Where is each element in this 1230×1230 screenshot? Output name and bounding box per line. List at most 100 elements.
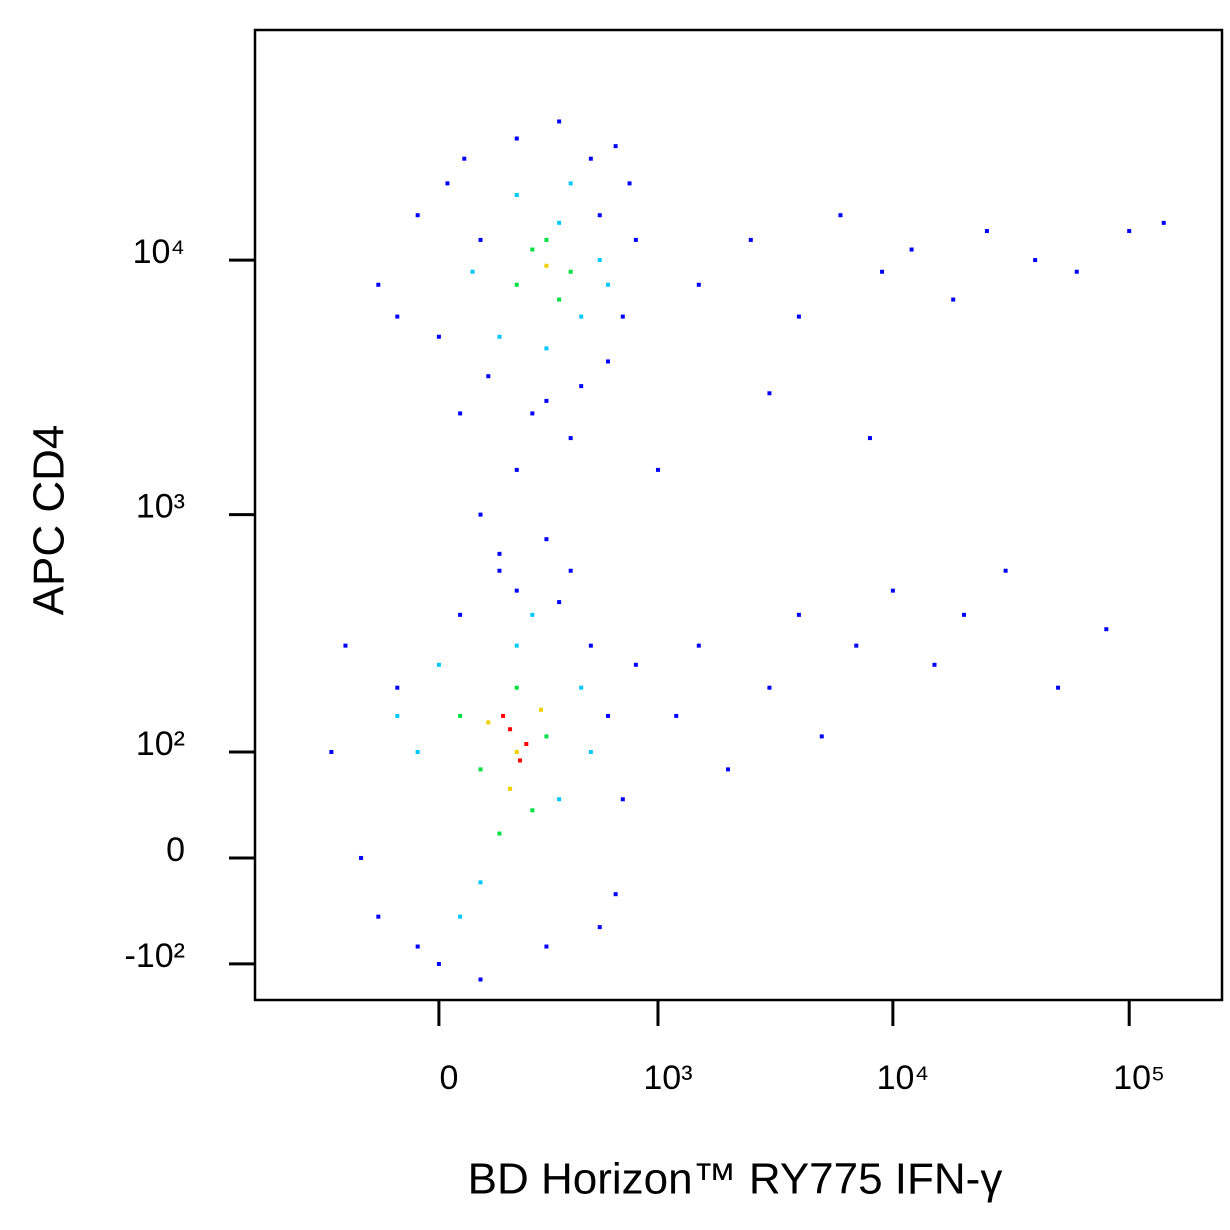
point <box>1033 258 1038 263</box>
point <box>514 749 519 754</box>
x-tick-label: 10⁵ <box>1113 1059 1165 1097</box>
point <box>613 144 618 149</box>
point <box>415 213 420 218</box>
y-tick-label: -10² <box>125 937 185 975</box>
point <box>568 568 573 573</box>
point <box>1056 685 1061 690</box>
point <box>544 537 549 542</box>
point <box>984 229 989 234</box>
point <box>557 600 562 605</box>
point <box>415 944 420 949</box>
point <box>932 662 937 667</box>
point <box>557 220 562 225</box>
point <box>497 334 502 339</box>
point <box>508 727 513 732</box>
point <box>376 914 381 919</box>
point <box>767 685 772 690</box>
point <box>605 359 610 364</box>
point <box>478 767 483 772</box>
point <box>605 713 610 718</box>
point <box>376 282 381 287</box>
point <box>588 156 593 161</box>
point <box>696 643 701 648</box>
point <box>627 181 632 186</box>
point <box>1127 229 1132 234</box>
point <box>579 685 584 690</box>
point <box>767 391 772 396</box>
y-tick-label: 0 <box>166 831 185 869</box>
point <box>462 156 467 161</box>
point <box>538 707 543 712</box>
point <box>1074 269 1079 274</box>
point <box>436 961 441 966</box>
point <box>497 551 502 556</box>
point <box>951 297 956 302</box>
point <box>796 612 801 617</box>
point <box>605 282 610 287</box>
point <box>436 334 441 339</box>
point <box>588 643 593 648</box>
point <box>588 749 593 754</box>
point <box>478 512 483 517</box>
point <box>597 258 602 263</box>
point <box>514 643 519 648</box>
x-tick-label: 0 <box>439 1059 458 1097</box>
point <box>633 237 638 242</box>
point <box>613 892 618 897</box>
point <box>478 977 483 982</box>
point <box>445 181 450 186</box>
point <box>655 467 660 472</box>
point <box>514 136 519 141</box>
point <box>620 314 625 319</box>
point <box>568 181 573 186</box>
point <box>880 269 885 274</box>
point <box>478 880 483 885</box>
point <box>544 346 549 351</box>
point <box>530 247 535 252</box>
point <box>514 282 519 287</box>
point <box>544 237 549 242</box>
point <box>436 662 441 667</box>
point <box>486 374 491 379</box>
point <box>726 767 731 772</box>
point <box>568 436 573 441</box>
point <box>674 713 679 718</box>
point <box>497 831 502 836</box>
point <box>557 297 562 302</box>
y-axis-title: APC CD4 <box>25 425 74 616</box>
point <box>620 797 625 802</box>
point <box>696 282 701 287</box>
point <box>395 713 400 718</box>
point <box>530 612 535 617</box>
point <box>518 758 523 763</box>
point <box>867 436 872 441</box>
y-tick-label: 10³ <box>136 488 185 526</box>
point <box>470 269 475 274</box>
point <box>514 588 519 593</box>
point <box>597 925 602 930</box>
point <box>395 685 400 690</box>
point <box>458 411 463 416</box>
point <box>557 119 562 124</box>
plot-frame <box>253 28 1224 1002</box>
point <box>796 314 801 319</box>
point <box>486 720 491 725</box>
point <box>544 734 549 739</box>
point <box>748 237 753 242</box>
point <box>544 944 549 949</box>
point <box>544 263 549 268</box>
point <box>497 568 502 573</box>
y-tick-label: 10⁴ <box>133 233 185 271</box>
point <box>557 797 562 802</box>
point <box>854 643 859 648</box>
point <box>962 612 967 617</box>
point <box>909 247 914 252</box>
point <box>508 786 513 791</box>
point <box>514 467 519 472</box>
point <box>458 713 463 718</box>
point <box>544 398 549 403</box>
point <box>579 384 584 389</box>
point <box>530 808 535 813</box>
point <box>597 213 602 218</box>
